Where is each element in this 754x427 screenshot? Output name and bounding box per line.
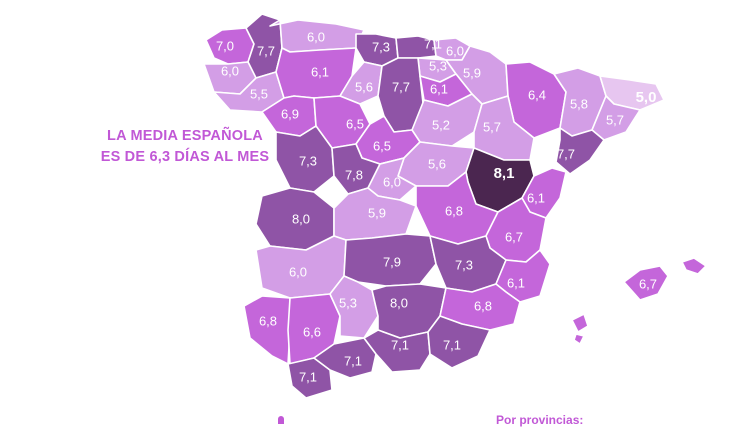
province-value-lleida: 5,8 <box>570 96 588 111</box>
province-value-baleares: 6,7 <box>639 276 657 291</box>
province-value-alava: 5,3 <box>429 58 447 73</box>
labels-layer: 7,0 7,76,07,3 7,1 6,05,3 5,96,05,56,15,6 7,7 6… <box>216 29 657 384</box>
province-value-palencia: 5,6 <box>355 79 373 94</box>
province-value-malaga: 7,1 <box>344 353 362 368</box>
province-value-a-coruna: 7,0 <box>216 38 234 53</box>
province-value-cadiz: 7,1 <box>299 369 317 384</box>
footer-note: Por provincias: <box>496 413 584 427</box>
province-value-murcia: 6,8 <box>474 298 492 313</box>
province-value-valladolid: 6,5 <box>346 116 364 131</box>
province-value-gipuzkoa: 6,0 <box>446 43 464 58</box>
province-value-segovia: 6,5 <box>373 138 391 153</box>
province-value-teruel: 8,1 <box>494 165 515 182</box>
province-almeria <box>427 315 491 369</box>
province-value-granada: 7,1 <box>391 337 409 352</box>
headline-line-2: ES DE 6,3 DÍAS AL MES <box>100 149 270 165</box>
province-value-ourense: 5,5 <box>250 86 268 101</box>
province-value-alicante: 6,1 <box>507 275 525 290</box>
province-tarragona <box>555 127 605 175</box>
province-value-navarra: 5,9 <box>463 65 481 80</box>
province-value-guadalajara: 5,6 <box>428 156 446 171</box>
province-value-huesca: 6,4 <box>528 87 546 102</box>
province-value-cuenca: 6,8 <box>445 203 463 218</box>
province-huelva <box>243 295 291 365</box>
province-value-bizkaia: 7,1 <box>424 36 442 51</box>
province-value-caceres: 8,0 <box>292 211 310 226</box>
province-value-cantabria: 7,3 <box>372 39 390 54</box>
province-value-leon: 6,1 <box>311 64 329 79</box>
province-value-sevilla: 6,6 <box>303 324 321 339</box>
headline-line-1: LA MEDIA ESPAÑOLA <box>107 128 263 144</box>
province-value-girona: 5,0 <box>636 89 657 106</box>
province-value-cordoba: 5,3 <box>339 295 357 310</box>
province-value-almeria: 7,1 <box>443 337 461 352</box>
province-value-soria: 5,2 <box>432 117 450 132</box>
province-value-pontevedra: 6,0 <box>221 63 239 78</box>
province-value-la-rioja: 6,1 <box>430 81 448 96</box>
province-value-castellon: 6,1 <box>527 190 545 205</box>
province-value-tarragona: 7,7 <box>557 146 575 161</box>
province-value-madrid: 6,0 <box>383 174 401 189</box>
province-value-barcelona: 5,7 <box>606 112 624 127</box>
province-value-burgos: 7,7 <box>392 79 410 94</box>
footer-mark <box>278 416 284 424</box>
provinces-layer <box>203 13 707 399</box>
province-value-albacete: 7,3 <box>455 257 473 272</box>
province-value-jaen: 8,0 <box>390 295 408 310</box>
province-value-valencia: 6,7 <box>505 229 523 244</box>
province-value-avila: 7,8 <box>345 167 363 182</box>
province-value-lugo: 7,7 <box>257 43 275 58</box>
province-value-zamora: 6,9 <box>281 106 299 121</box>
province-value-huelva: 6,8 <box>259 313 277 328</box>
province-value-zaragoza: 5,7 <box>483 119 501 134</box>
province-value-salamanca: 7,3 <box>299 153 317 168</box>
province-baleares <box>571 257 707 345</box>
province-value-toledo: 5,9 <box>368 205 386 220</box>
headline: LA MEDIA ESPAÑOLA ES DE 6,3 DÍAS AL MES <box>100 126 270 168</box>
province-value-badajoz: 6,0 <box>289 264 307 279</box>
province-value-ciudad-real: 7,9 <box>383 254 401 269</box>
province-value-asturias: 6,0 <box>307 29 325 44</box>
